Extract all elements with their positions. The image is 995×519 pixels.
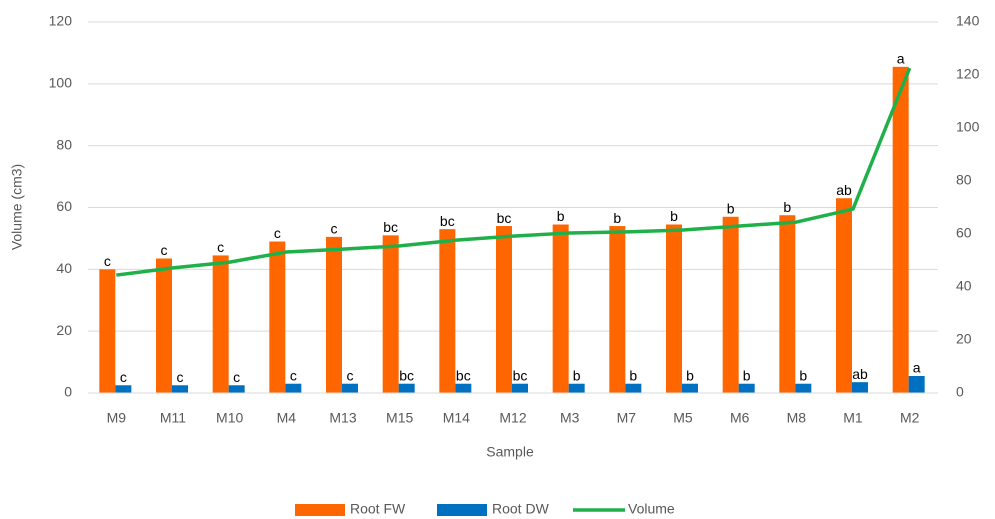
x-tick-label: M5 [673, 410, 693, 426]
x-tick-label: M13 [329, 410, 356, 426]
legend-swatch [295, 504, 345, 516]
bar [99, 269, 116, 393]
significance-letter: b [783, 199, 791, 215]
significance-letter: b [573, 367, 581, 383]
bar [795, 383, 812, 393]
x-tick-label: M12 [499, 410, 526, 426]
significance-letter: c [274, 225, 281, 241]
bar [908, 375, 925, 393]
significance-letter: bc [513, 367, 528, 383]
significance-letter: bc [456, 367, 471, 383]
bar [285, 383, 302, 393]
significance-letter: b [670, 208, 678, 224]
bar [228, 385, 245, 393]
x-tick-label: M15 [386, 410, 413, 426]
bar [836, 198, 852, 393]
bar [172, 385, 188, 393]
significance-letter: b [629, 367, 637, 383]
bar [779, 215, 796, 393]
bar [269, 241, 286, 393]
bar [682, 383, 698, 393]
bar [455, 383, 472, 393]
x-axis-title: Sample [486, 444, 534, 460]
bar [892, 66, 909, 394]
bar [738, 383, 755, 393]
x-tick-label: M6 [730, 410, 750, 426]
significance-letter: a [913, 360, 921, 376]
y2-tick-label: 100 [956, 119, 980, 135]
legend-swatch [437, 504, 487, 516]
x-tick-label: M11 [160, 410, 186, 426]
significance-letter: c [177, 369, 184, 385]
y2-tick-label: 40 [956, 278, 972, 294]
bar [568, 383, 585, 393]
significance-letter: bc [497, 210, 512, 226]
bar [625, 383, 642, 393]
bar [398, 383, 415, 393]
bar [512, 383, 528, 393]
significance-letter: c [120, 369, 127, 385]
y-tick-label: 60 [56, 198, 72, 214]
significance-letter: ab [852, 366, 868, 382]
bar [342, 383, 358, 393]
bar [439, 229, 456, 393]
bar [722, 216, 739, 393]
y-tick-label: 40 [56, 260, 72, 276]
legend-label: Volume [628, 501, 675, 517]
x-tick-label: M8 [787, 410, 807, 426]
bar [212, 255, 229, 393]
significance-letter: bc [383, 219, 398, 235]
x-tick-label: M10 [216, 410, 243, 426]
y2-tick-label: 20 [956, 331, 972, 347]
significance-letter: c [233, 369, 240, 385]
x-tick-label: M9 [107, 410, 127, 426]
y-tick-label: 20 [56, 322, 72, 338]
significance-letter: ab [836, 182, 852, 198]
y2-tick-label: 60 [956, 225, 972, 241]
significance-letter: b [613, 210, 621, 226]
bar [666, 224, 682, 393]
bar [382, 235, 399, 393]
y-axis-title: Volume (cm3) [9, 164, 25, 250]
line [116, 67, 912, 277]
bar [852, 382, 868, 393]
bar [609, 226, 626, 393]
y2-tick-label: 140 [956, 13, 980, 29]
bar [326, 236, 342, 393]
legend-label: Root FW [350, 501, 406, 517]
bar [156, 258, 172, 393]
x-tick-label: M7 [617, 410, 637, 426]
y2-tick-label: 0 [956, 384, 964, 400]
x-tick-label: M14 [443, 410, 470, 426]
significance-letter: b [743, 367, 751, 383]
x-tick-label: M3 [560, 410, 580, 426]
bar [496, 226, 512, 393]
legend-label: Root DW [492, 501, 550, 517]
bar [552, 224, 569, 393]
significance-letter: c [104, 253, 111, 269]
significance-letter: a [897, 51, 905, 67]
y-tick-label: 100 [49, 75, 73, 91]
bar [115, 385, 132, 393]
significance-letter: c [331, 221, 338, 237]
y2-tick-label: 120 [956, 66, 980, 82]
significance-letter: b [727, 200, 735, 216]
significance-letter: c [217, 239, 224, 255]
x-tick-label: M1 [843, 410, 863, 426]
y-tick-label: 0 [64, 384, 72, 400]
x-tick-label: M4 [277, 410, 297, 426]
x-tick-label: M2 [900, 410, 920, 426]
y-tick-label: 120 [49, 13, 73, 29]
significance-letter: c [347, 367, 354, 383]
significance-letter: b [799, 367, 807, 383]
y2-tick-label: 80 [956, 172, 972, 188]
significance-letter: b [557, 208, 565, 224]
significance-letter: bc [399, 367, 414, 383]
significance-letter: b [686, 367, 694, 383]
y-tick-label: 80 [56, 136, 72, 152]
significance-letter: c [290, 367, 297, 383]
significance-letter: c [161, 242, 168, 258]
significance-letter: bc [440, 213, 455, 229]
